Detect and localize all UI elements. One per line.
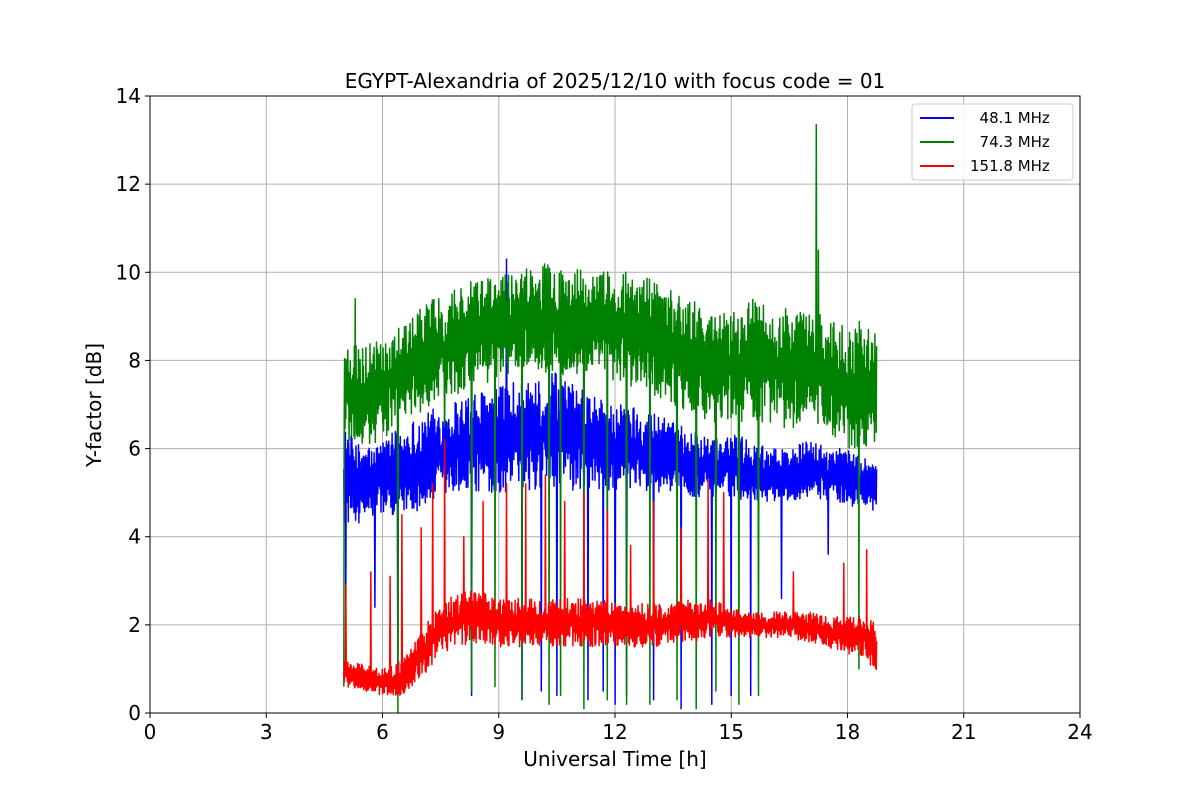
y-tick-label: 12	[116, 172, 141, 196]
y-tick-label: 4	[128, 525, 141, 549]
series-line	[343, 439, 878, 696]
legend-label: 48.1 MHz	[970, 109, 1050, 127]
x-tick-label: 21	[951, 720, 976, 744]
y-tick-label: 6	[128, 437, 141, 461]
y-tick-label: 2	[128, 613, 141, 637]
y-tick-label: 10	[116, 260, 141, 284]
x-tick-label: 3	[260, 720, 273, 744]
x-axis-label: Universal Time [h]	[523, 747, 706, 771]
series-74-3-mhz	[343, 123, 878, 714]
x-tick-label: 9	[492, 720, 505, 744]
x-tick-label: 18	[835, 720, 860, 744]
x-tick-label: 24	[1067, 720, 1092, 744]
y-tick-label: 14	[116, 84, 141, 108]
chart-title: EGYPT-Alexandria of 2025/12/10 with focu…	[345, 69, 886, 93]
x-tick-label: 15	[719, 720, 744, 744]
legend-box	[911, 103, 1074, 181]
series-line	[343, 123, 878, 714]
x-tick-label: 6	[376, 720, 389, 744]
series-line	[343, 258, 878, 710]
y-tick-label: 0	[128, 701, 141, 725]
series-151-8-mhz	[343, 439, 878, 696]
y-axis-label: Y-factor [dB]	[82, 343, 106, 468]
legend-label: 151.8 MHz	[970, 157, 1050, 175]
y-tick-label: 8	[128, 348, 141, 372]
x-tick-label: 0	[144, 720, 157, 744]
x-tick-label: 12	[602, 720, 627, 744]
series-48-1-mhz	[343, 258, 878, 710]
legend: 48.1 MHz 74.3 MHz 151.8 MHz	[911, 103, 1074, 181]
legend-label: 74.3 MHz	[970, 133, 1050, 151]
series-layer	[343, 123, 878, 714]
